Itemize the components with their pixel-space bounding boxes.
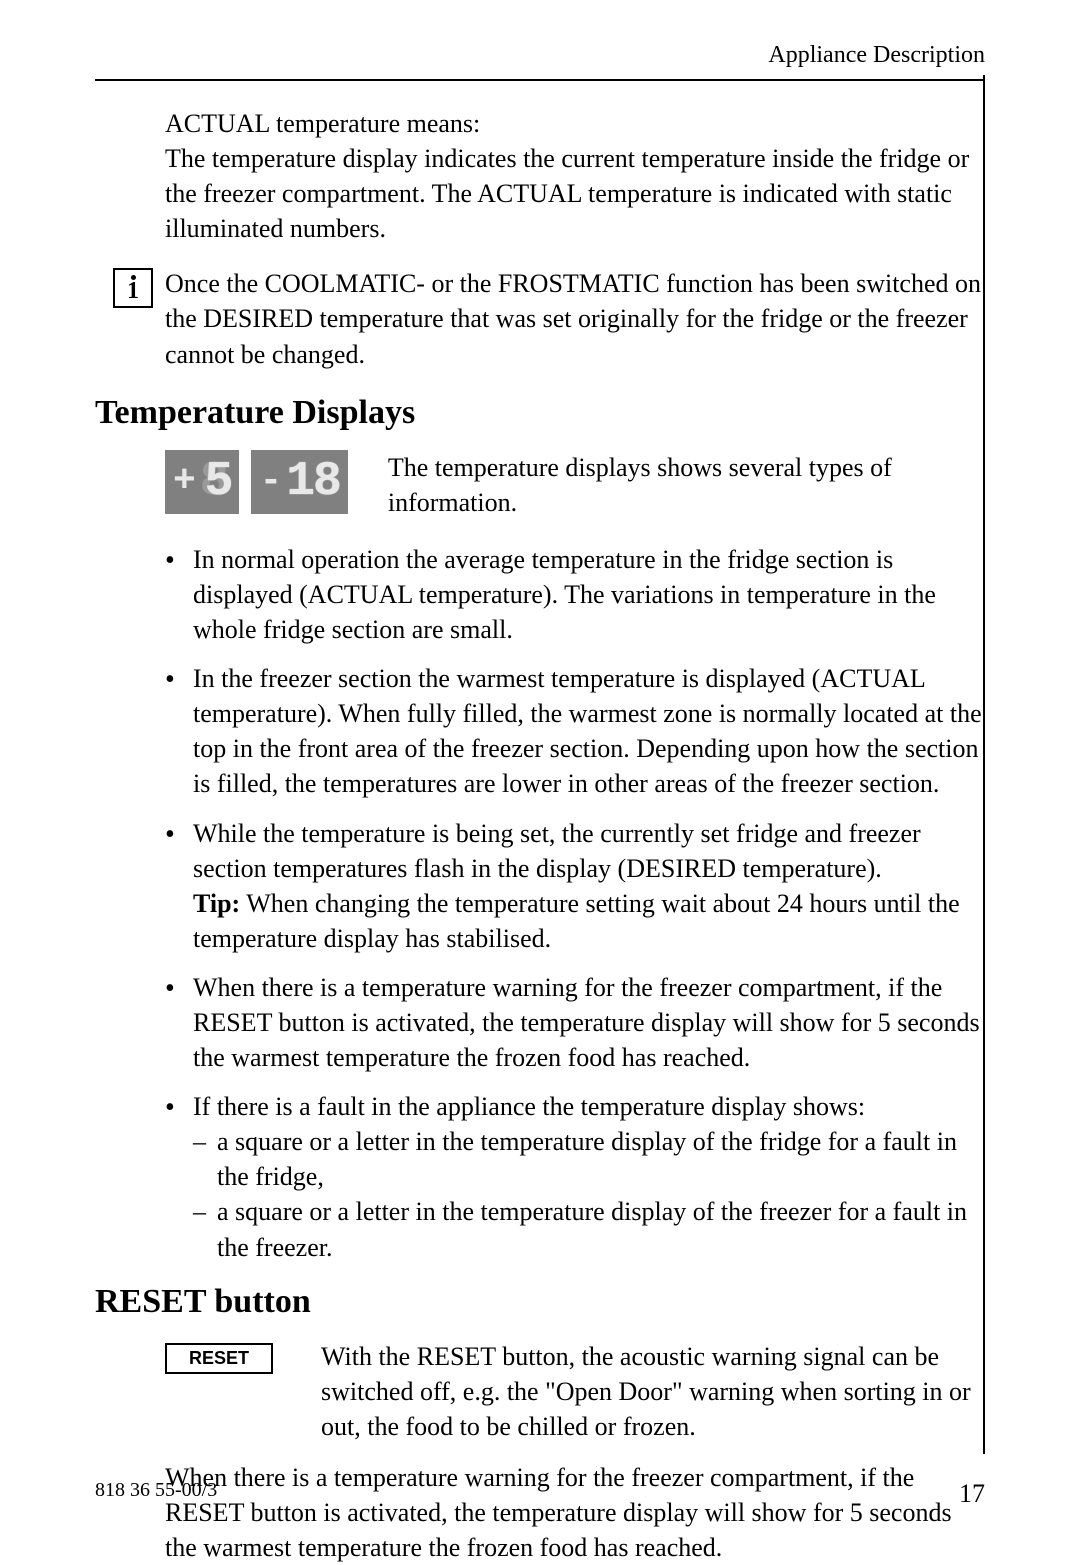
sublist-text: a square or a letter in the temperature …: [217, 1127, 957, 1191]
bullet-text: While the temperature is being set, the …: [193, 819, 921, 883]
bullet-item: In the freezer section the warmest tempe…: [165, 661, 985, 801]
sublist-text: a square or a letter in the temperature …: [217, 1197, 967, 1261]
bullet-item: When there is a temperature warning for …: [165, 970, 985, 1075]
reset-para-1: With the RESET button, the acoustic warn…: [321, 1339, 985, 1444]
reset-para-2: When there is a temperature warning for …: [165, 1460, 985, 1565]
reset-row: RESET With the RESET button, the acousti…: [165, 1339, 985, 1444]
bullet-text: In normal operation the average temperat…: [193, 545, 936, 644]
reset-button-label: RESET: [189, 1348, 249, 1368]
temp-displays-heading: Temperature Displays: [95, 394, 985, 432]
temp-display-graphic: + 8 5 - 18: [165, 450, 348, 514]
doc-id: 818 36 55-00/3: [95, 1479, 217, 1509]
fault-sublist: a square or a letter in the temperature …: [193, 1124, 985, 1264]
fridge-display: + 8 5: [165, 450, 239, 514]
page-content: ACTUAL temperature means: The temperatur…: [95, 106, 985, 1565]
temp-display-row: + 8 5 - 18 The temperature displays show…: [165, 450, 985, 520]
page-header: Appliance Description: [95, 30, 985, 81]
sublist-item: a square or a letter in the temperature …: [193, 1194, 985, 1264]
info-note-row: 1 Once the COOLMATIC- or the FROSTMATIC …: [95, 266, 985, 371]
bullet-item: While the temperature is being set, the …: [165, 816, 985, 956]
info-note-text: Once the COOLMATIC- or the FROSTMATIC fu…: [165, 266, 985, 371]
temp-display-intro: The temperature displays shows several t…: [388, 450, 985, 520]
bullet-text: When there is a temperature warning for …: [193, 973, 980, 1072]
section-title: Appliance Description: [768, 42, 985, 68]
freezer-digits: 18: [286, 455, 340, 509]
reset-heading: RESET button: [95, 1283, 985, 1321]
tip-label: Tip:: [193, 889, 240, 918]
page-number: 17: [959, 1479, 985, 1509]
fridge-sign: +: [173, 460, 196, 503]
actual-temp-paragraph: ACTUAL temperature means: The temperatur…: [165, 106, 985, 246]
page-footer: 818 36 55-00/3 17: [95, 1479, 985, 1509]
bullet-item: In normal operation the average temperat…: [165, 542, 985, 647]
bullet-text: If there is a fault in the appliance the…: [193, 1092, 865, 1121]
temp-bullet-list: In normal operation the average temperat…: [165, 542, 985, 1265]
freezer-display: - 18: [251, 450, 347, 514]
reset-button-graphic: RESET: [165, 1343, 273, 1374]
tip-text: When changing the temperature setting wa…: [193, 889, 960, 953]
freezer-sign: -: [259, 460, 282, 503]
page-container: Appliance Description ACTUAL temperature…: [95, 30, 985, 1499]
fridge-ghost-digit: 8: [200, 455, 227, 509]
bullet-item: If there is a fault in the appliance the…: [165, 1089, 985, 1264]
info-icon: 1: [113, 268, 153, 308]
actual-heading: ACTUAL temperature means:: [165, 109, 480, 138]
sublist-item: a square or a letter in the temperature …: [193, 1124, 985, 1194]
info-icon-letter: 1: [127, 278, 139, 305]
actual-body: The temperature display indicates the cu…: [165, 144, 969, 243]
bullet-text: In the freezer section the warmest tempe…: [193, 664, 982, 798]
